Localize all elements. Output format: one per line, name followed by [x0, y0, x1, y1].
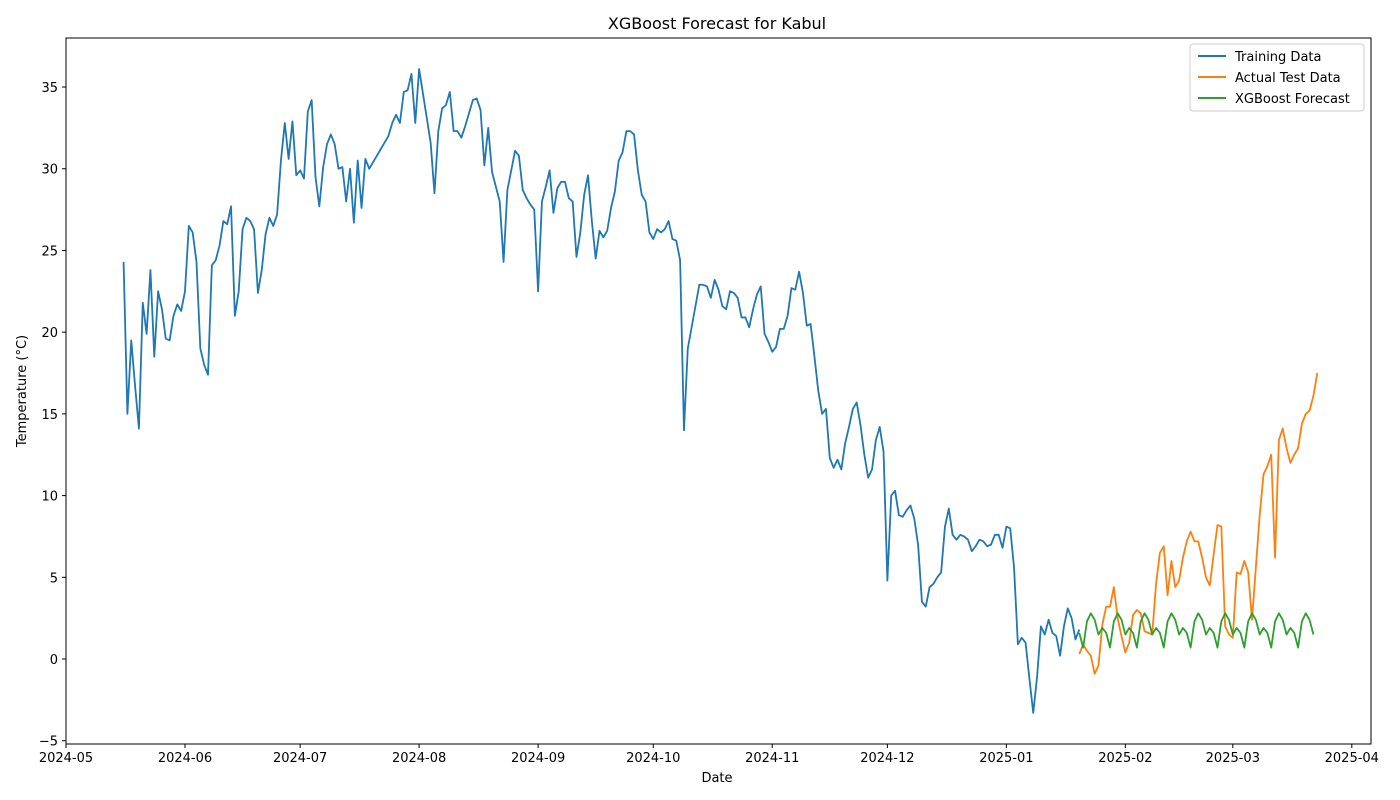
series-line-actual-test-data: [1078, 372, 1319, 675]
x-tick-label: 2024-06: [158, 751, 212, 766]
plot-frame: [65, 37, 1372, 745]
plot-area: [122, 68, 1319, 714]
y-axis: −5 0 5 10 15 20 25 30 35: [39, 81, 66, 750]
y-axis-label: Temperature (°C): [15, 335, 30, 448]
x-tick-label: 2025-02: [1098, 751, 1152, 766]
legend-box: [1189, 43, 1365, 112]
legend-label-xgboost-forecast: XGBoost Forecast: [1235, 92, 1350, 107]
series-line-xgboost-forecast: [1078, 612, 1315, 649]
y-tick-label: 0: [50, 653, 58, 668]
series-line-training-data: [122, 68, 1081, 714]
x-tick-label: 2024-11: [745, 751, 799, 766]
y-tick-label: 10: [41, 490, 58, 505]
y-tick-label: 15: [41, 408, 58, 423]
x-axis: 2024-05 2024-06 2024-07 2024-08 2024-09 2024-…: [39, 744, 1379, 766]
x-tick-label: 2024-05: [39, 751, 93, 766]
legend-label-actual-test-data: Actual Test Data: [1235, 71, 1341, 86]
y-tick-label: 30: [41, 163, 58, 178]
x-tick-label: 2024-10: [626, 751, 680, 766]
legend-label-training-data: Training Data: [1234, 50, 1321, 65]
y-tick-label: 35: [41, 81, 58, 96]
x-tick-label: 2024-09: [511, 751, 565, 766]
legend: Training Data Actual Test Data XGBoost For…: [1189, 43, 1365, 112]
y-tick-label: 5: [50, 571, 58, 586]
y-tick-label: 20: [41, 326, 58, 341]
y-tick-label: 25: [41, 244, 58, 259]
x-tick-label: 2024-12: [860, 751, 914, 766]
x-tick-label: 2025-04: [1325, 751, 1379, 766]
x-tick-label: 2024-08: [392, 751, 446, 766]
x-tick-label: 2025-03: [1206, 751, 1260, 766]
y-tick-label: −5: [39, 735, 58, 750]
chart-title: XGBoost Forecast for Kabul: [608, 14, 826, 33]
x-tick-label: 2024-07: [273, 751, 327, 766]
x-tick-label: 2025-01: [979, 751, 1033, 766]
x-axis-label: Date: [701, 771, 732, 786]
